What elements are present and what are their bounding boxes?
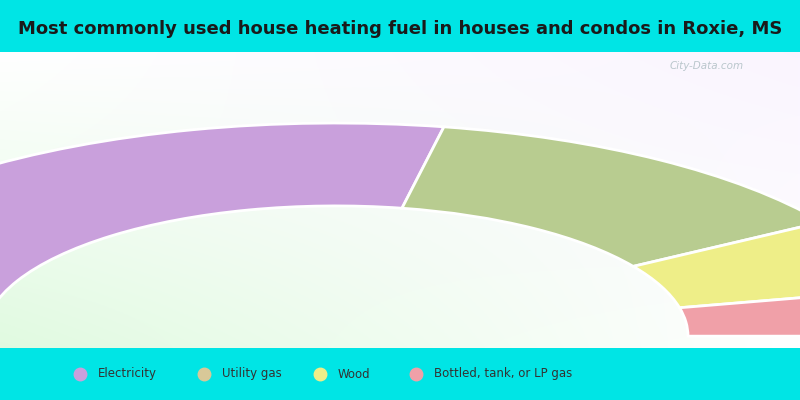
Text: Wood: Wood <box>338 368 370 380</box>
Wedge shape <box>634 222 800 308</box>
Wedge shape <box>402 127 800 266</box>
Text: City-Data.com: City-Data.com <box>670 61 744 71</box>
Wedge shape <box>0 123 444 336</box>
Text: Bottled, tank, or LP gas: Bottled, tank, or LP gas <box>434 368 572 380</box>
Text: Most commonly used house heating fuel in houses and condos in Roxie, MS: Most commonly used house heating fuel in… <box>18 20 782 38</box>
Text: Utility gas: Utility gas <box>222 368 282 380</box>
Wedge shape <box>679 290 800 336</box>
Text: Electricity: Electricity <box>98 368 157 380</box>
